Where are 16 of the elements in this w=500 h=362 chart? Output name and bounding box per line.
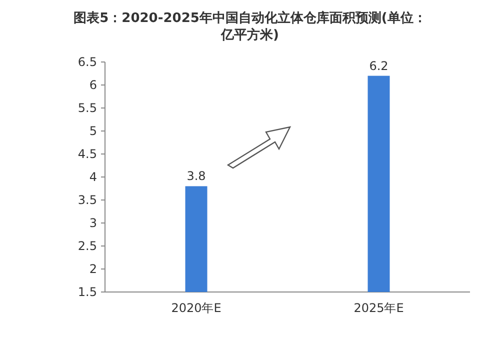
y-tick-label: 3 — [89, 216, 97, 230]
y-tick-label: 3.5 — [78, 193, 97, 207]
y-tick-label: 5 — [89, 124, 97, 138]
y-tick-label: 2 — [89, 262, 97, 276]
y-tick-label: 4 — [89, 170, 97, 184]
x-tick-label: 2025年E — [354, 301, 404, 315]
y-tick-label: 4.5 — [78, 147, 97, 161]
x-tick-label: 2020年E — [171, 301, 222, 315]
chart-title: 图表5：2020-2025年中国自动化立体仓库面积预测(单位：亿平方米) — [74, 10, 426, 43]
y-tick-label: 2.5 — [78, 239, 97, 253]
y-tick-label: 6 — [89, 78, 97, 92]
y-tick-label: 1.5 — [78, 285, 97, 299]
y-tick-label: 6.5 — [78, 55, 97, 69]
y-tick-label: 5.5 — [78, 101, 97, 115]
data-label: 3.8 — [186, 169, 206, 184]
data-label: 6.2 — [369, 58, 388, 73]
